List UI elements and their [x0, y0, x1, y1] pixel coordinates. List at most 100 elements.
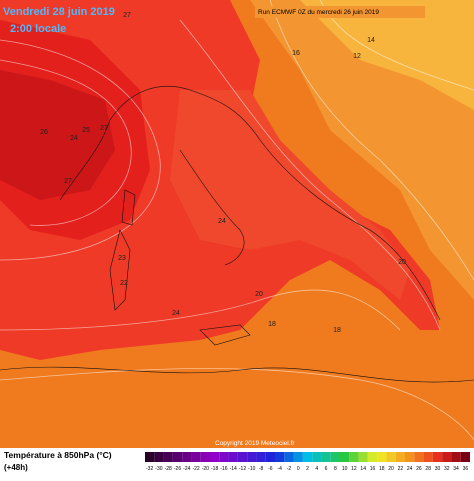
copyright: Copyright 2019 Meteociel.fr — [215, 440, 295, 447]
colorbar-tick-label: 24 — [407, 466, 413, 472]
colorbar-cell — [302, 452, 313, 462]
contour-label: 14 — [367, 37, 375, 44]
colorbar-cell — [451, 452, 461, 462]
colorbar-cell — [395, 452, 405, 462]
colorbar-cell — [191, 452, 201, 462]
contour-label: 24 — [70, 135, 78, 142]
contour-label: 20 — [398, 259, 406, 266]
colorbar-tick-label: -8 — [259, 466, 264, 472]
colorbar-tick-label: 16 — [370, 466, 376, 472]
colorbar-cell — [460, 452, 470, 462]
colorbar-tick-label: -26 — [174, 466, 181, 472]
colorbar-cell — [377, 452, 387, 462]
colorbar-tick-label: 18 — [379, 466, 385, 472]
run-box-bg — [255, 6, 425, 18]
colorbar-tick-label: 12 — [351, 466, 357, 472]
contour-label: 27 — [123, 12, 131, 19]
colorbar-cell — [386, 452, 396, 462]
contour-label: 12 — [353, 53, 361, 60]
colorbar-tick-label: 10 — [342, 466, 348, 472]
colorbar-cell — [405, 452, 415, 462]
colorbar-tick-label: -12 — [239, 466, 246, 472]
colorbar-cell — [330, 452, 340, 462]
colorbar-cell — [367, 452, 378, 462]
colorbar-cell — [154, 452, 164, 462]
coastlines — [0, 86, 474, 383]
colorbar-cell — [423, 452, 433, 462]
colorbar-cell — [228, 452, 238, 462]
mild-zone — [300, 0, 474, 110]
colorbar-tick-label: 28 — [425, 466, 431, 472]
italy-warm-zone — [170, 90, 410, 300]
colorbar-tick-label: 26 — [416, 466, 422, 472]
colorbar-cell — [172, 452, 183, 462]
colorbar-cell — [293, 452, 303, 462]
colorbar-cell — [219, 452, 229, 462]
lead-time: (+48h) — [4, 463, 28, 472]
contour-label: 22 — [120, 280, 128, 287]
colorbar-tick-label: 2 — [306, 466, 309, 472]
isotherms — [0, 0, 474, 441]
colorbar-tick-label: -28 — [165, 466, 172, 472]
colorbar-tick-label: 0 — [297, 466, 300, 472]
colorbar-tick-label: 14 — [360, 466, 366, 472]
run-info: Run ECMWF 0Z du mercredi 26 juin 2019 — [258, 9, 379, 16]
colorbar-tick-label: -4 — [277, 466, 282, 472]
colorbar-cell — [358, 452, 368, 462]
colorbar-tick-label: -16 — [220, 466, 227, 472]
colorbar-cell — [414, 452, 424, 462]
colorbar-tick-label: 34 — [453, 466, 459, 472]
colorbar-tick-label: -22 — [192, 466, 199, 472]
colorbar-cell — [432, 452, 443, 462]
contour-label: 27 — [100, 125, 108, 132]
hottest-zone — [0, 70, 115, 200]
colorbar-cell — [256, 452, 266, 462]
colorbar-cell — [275, 452, 285, 462]
colorbar-tick-label: 32 — [444, 466, 450, 472]
contour-label: 24 — [218, 218, 226, 225]
contour-label: 25 — [82, 127, 90, 134]
colorbar-tick-label: 30 — [435, 466, 441, 472]
colorbar-tick-label: -2 — [287, 466, 292, 472]
colorbar-cell — [265, 452, 275, 462]
colorbar-tick-label: 22 — [398, 466, 404, 472]
colorbar-cell — [210, 452, 220, 462]
colorbar-tick-label: -6 — [268, 466, 273, 472]
colorbar-tick-label: -10 — [248, 466, 255, 472]
colorbar-cell — [312, 452, 322, 462]
colorbar-tick-label: -14 — [230, 466, 237, 472]
colorbar-tick-label: 8 — [334, 466, 337, 472]
colorbar-tick-label: 6 — [325, 466, 328, 472]
time-label: 2:00 locale — [10, 23, 66, 35]
colorbar-cell — [284, 452, 294, 462]
colorbar-cell — [237, 452, 248, 462]
colorbar-cell — [200, 452, 210, 462]
colorbar-tick-label: -30 — [155, 466, 162, 472]
colorbar-cell — [247, 452, 257, 462]
colorbar-tick-label: -24 — [183, 466, 190, 472]
variable-label: Température à 850hPa (°C) — [4, 450, 112, 460]
colorbar-cell — [321, 452, 331, 462]
colorbar-cell — [349, 452, 359, 462]
contour-label: 18 — [268, 321, 276, 328]
contour-label: 24 — [172, 310, 180, 317]
colorbar-tick-label: -32 — [146, 466, 153, 472]
colorbar-cell — [340, 452, 350, 462]
colorbar-tick-label: 20 — [388, 466, 394, 472]
contour-label: 23 — [118, 255, 126, 262]
colorbar-cell — [442, 452, 452, 462]
colorbar-cell — [163, 452, 173, 462]
contour-label: 16 — [292, 50, 300, 57]
colorbar-cell — [145, 452, 155, 462]
colorbar-tick-label: 36 — [463, 466, 469, 472]
date-label: Vendredi 28 juin 2019 — [3, 6, 115, 18]
colorbar-cell — [182, 452, 192, 462]
colorbar-tick-label: -18 — [211, 466, 218, 472]
contour-label: 26 — [40, 129, 48, 136]
colorbar-tick-label: -20 — [202, 466, 209, 472]
contour-label: 27 — [64, 178, 72, 185]
contour-label: 20 — [255, 291, 263, 298]
contour-label: 18 — [333, 327, 341, 334]
colorbar-tick-label: 4 — [315, 466, 318, 472]
